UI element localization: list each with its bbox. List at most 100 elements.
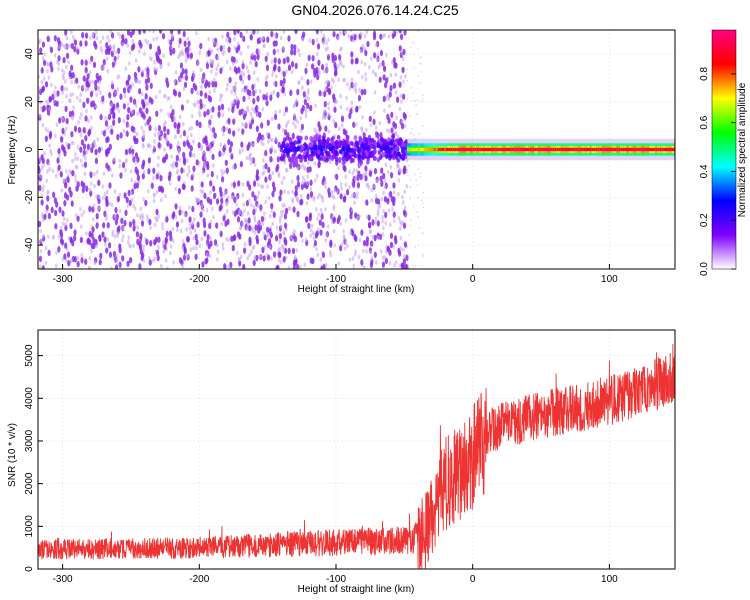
spectrogram-noise-cell [377,64,381,70]
spectrogram-noise-cell [133,98,137,105]
spectrogram-noise-cell [189,145,193,152]
spectrogram-emerging-cell [341,146,345,152]
spectrogram-noise-cell [230,195,234,200]
spectrogram-noise-cell [348,257,352,262]
spectrogram-noise-cell [346,243,349,249]
spectrogram-noise-cell [216,174,219,180]
spectrogram-noise-cell [354,212,358,219]
spectrogram-noise-cell [293,229,296,234]
spectrogram-noise-cell [208,143,212,149]
spectrogram-noise-cell [52,99,56,104]
spectrogram-noise-cell [93,139,96,144]
spectrogram-noise-cell [270,59,274,64]
spectrogram-noise-cell [138,79,142,85]
spectrogram-noise-cell [106,237,110,242]
spectrogram-noise-cell [396,30,399,34]
spectrogram-noise-cell [106,222,110,229]
page-title: GN04.2026.076.14.24.C25 [291,2,459,18]
spectrogram-noise-cell [67,260,71,267]
spectrogram-noise-cell [173,79,177,85]
y-tick-label: -20 [24,190,35,205]
spectrogram-noise-cell [117,225,121,232]
spectrogram-noise-cell [143,51,146,57]
spectrogram-noise-cell [205,160,210,168]
snr-background [38,330,675,569]
spectrogram-noise-cell [306,174,310,179]
spectrogram-carrier-core [446,147,449,152]
spectrogram-noise-cell [360,259,364,266]
spectrogram-noise-cell [91,33,95,38]
spectrogram-noise-cell [235,208,239,215]
spectrogram-carrier-core [671,147,674,152]
spectrogram-noise-cell [210,49,214,54]
spectrogram-noise-cell [301,238,304,243]
spectrogram-noise-cell [132,225,136,232]
spectrogram-emerging-cell [369,144,374,150]
spectrogram-noise-cell [322,33,326,38]
spectrogram-noise-cell [136,225,140,230]
spectrogram-noise-cell [274,109,278,115]
spectrogram-noise-cell [402,93,406,100]
spectrogram-noise-cell [302,166,306,171]
spectrogram-noise-cell [147,168,151,175]
spectrogram-noise-cell [420,172,422,175]
spectrogram-noise-cell [255,173,259,180]
spectrogram-noise-cell [305,62,309,68]
spectrogram-noise-cell [168,230,173,237]
spectrogram-noise-cell [201,78,204,83]
spectrogram-noise-cell [164,137,167,142]
spectrogram-noise-cell [198,110,201,116]
spectrogram-noise-cell [290,49,294,56]
spectrogram-noise-cell [248,253,251,258]
spectrogram-noise-cell [48,143,51,148]
spectrogram-noise-cell [94,148,98,156]
spectrogram-noise-cell [268,228,272,235]
spectrogram-noise-cell [88,187,92,192]
spectrogram-noise-cell [306,102,310,109]
spectrogram-noise-cell [374,193,378,199]
spectrogram-noise-cell [126,30,131,36]
spectrogram-noise-cell [61,117,65,122]
spectrogram-noise-cell [216,257,219,262]
spectrogram-carrier-core [523,147,527,152]
spectrogram-noise-cell [172,88,176,96]
spectrogram-noise-cell [89,35,92,41]
spectrogram-noise-cell [195,30,198,36]
spectrogram-noise-cell [73,45,77,53]
spectrogram-noise-cell [326,46,329,51]
spectrogram-noise-cell [376,212,380,217]
spectrogram-noise-cell [277,258,281,263]
spectrogram-noise-cell [290,43,294,51]
spectrogram-carrier-core [411,147,414,152]
spectrogram-noise-cell [155,36,159,41]
spectrogram-noise-cell [225,59,229,65]
spectrogram-noise-cell [74,174,77,179]
spectrogram-noise-cell [157,155,160,160]
spectrogram-noise-cell [152,192,156,198]
spectrogram-noise-cell [231,210,235,215]
spectrogram-noise-cell [84,134,88,142]
spectrogram-emerging-cell [395,138,399,144]
spectrogram-noise-cell [245,65,249,70]
spectrogram-carrier-core [417,147,420,152]
spectrogram-noise-cell [89,171,93,179]
spectrogram-noise-cell [186,99,189,104]
spectrogram-noise-cell [38,255,43,263]
spectrogram-noise-cell [199,42,203,50]
spectrogram-noise-cell [251,84,255,91]
spectrogram-noise-cell [78,115,82,120]
spectrogram-noise-cell [182,130,187,137]
spectrogram-noise-cell [122,87,127,94]
spectrogram-noise-cell [266,36,270,43]
spectrogram-noise-cell [44,245,48,251]
spectrogram-carrier-core [605,147,609,152]
spectrogram-noise-cell [259,222,263,227]
spectrogram-noise-cell [406,98,409,101]
spectrogram-noise-cell [385,52,388,58]
spectrogram-noise-cell [71,158,74,164]
spectrogram-noise-cell [172,260,175,265]
spectrogram-noise-cell [238,257,241,262]
spectrogram-noise-cell [253,162,257,168]
spectrogram-noise-cell [342,228,345,234]
spectrogram-noise-cell [409,197,411,199]
